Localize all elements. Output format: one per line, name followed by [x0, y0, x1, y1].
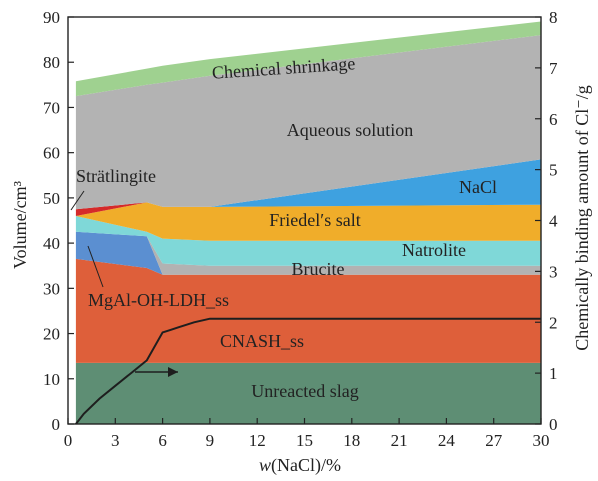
label-cnash: CNASH_ss: [220, 331, 304, 351]
y-tick-label-left: 20: [43, 325, 60, 344]
x-tick-label: 3: [111, 431, 120, 450]
tick-marks: [67, 16, 542, 425]
x-tick-label: 24: [438, 431, 456, 450]
arrow-head: [168, 367, 178, 377]
y-tick-label-left: 30: [43, 279, 60, 298]
tick-labels: 0 3 6 9 12 15 18 21 24 27 300102030405060708090012…: [43, 8, 558, 450]
label-natrolite: Natrolite: [402, 240, 466, 260]
y-tick-label-right: 1: [549, 364, 558, 383]
y-tick-label-right: 7: [549, 59, 558, 78]
area-brucite: [75, 231, 542, 275]
label-ldh: MgAl-OH-LDH_ss: [88, 290, 229, 310]
y-tick-label-right: 6: [549, 110, 558, 129]
label-nacl: NaCl: [459, 177, 497, 197]
label-friedels-salt: Friedel′s salt: [269, 210, 360, 230]
y-tick-label-right: 5: [549, 161, 558, 180]
area-friedel-s-salt: [75, 202, 542, 241]
stratlingite-leader-line: [70, 190, 85, 211]
x-tick-label: 18: [343, 431, 360, 450]
ldh-leader-line: [87, 245, 104, 288]
cl-axis-arrow: [135, 367, 178, 377]
label-brucite: Brucite: [292, 259, 345, 279]
x-tick-label: 21: [391, 431, 408, 450]
x-tick-label: 27: [485, 431, 503, 450]
y-tick-label-left: 0: [52, 415, 61, 434]
y-tick-label-left: 80: [43, 53, 60, 72]
area-aqueous-solution: [75, 35, 542, 210]
y-tick-label-left: 50: [43, 189, 60, 208]
area-layers: [75, 21, 542, 424]
label-aqueous-solution: Aqueous solution: [287, 120, 414, 140]
y-tick-label-left: 40: [43, 234, 60, 253]
y-tick-label-right: 3: [549, 262, 558, 281]
y-axis-title-right: Chemically binding amount of Cl⁻/g: [572, 85, 592, 350]
y-tick-label-left: 10: [43, 370, 60, 389]
area-mgal-oh-ldh-ss: [75, 231, 542, 275]
area-chemical-shrinkage: [75, 21, 542, 97]
x-tick-label: 6: [158, 431, 167, 450]
y-tick-label-right: 8: [549, 8, 558, 27]
x-tick-label: 15: [296, 431, 313, 450]
y-tick-label-left: 60: [43, 144, 60, 163]
label-stratlingite: Strätlingite: [76, 166, 156, 186]
y-tick-label-left: 70: [43, 98, 60, 117]
x-tick-label: 0: [64, 431, 73, 450]
x-tick-label: 9: [206, 431, 215, 450]
area-unreacted-slag: [75, 362, 542, 424]
area-nacl: [75, 159, 542, 210]
area-natrolite: [75, 216, 542, 266]
x-tick-label: 30: [533, 431, 550, 450]
y-tick-label-right: 4: [549, 212, 558, 231]
label-unreacted-slag: Unreacted slag: [251, 381, 358, 401]
y-axis-title-left: Volume/cm³: [10, 180, 30, 269]
cl-binding-line: [75, 317, 541, 425]
y-tick-label-right: 2: [549, 313, 558, 332]
y-tick-label-left: 90: [43, 8, 60, 27]
x-tick-label: 12: [249, 431, 266, 450]
x-axis-title: w(NaCl)/%: [259, 455, 341, 476]
y-tick-label-right: 0: [549, 415, 558, 434]
area-cnash-ss: [75, 258, 542, 363]
